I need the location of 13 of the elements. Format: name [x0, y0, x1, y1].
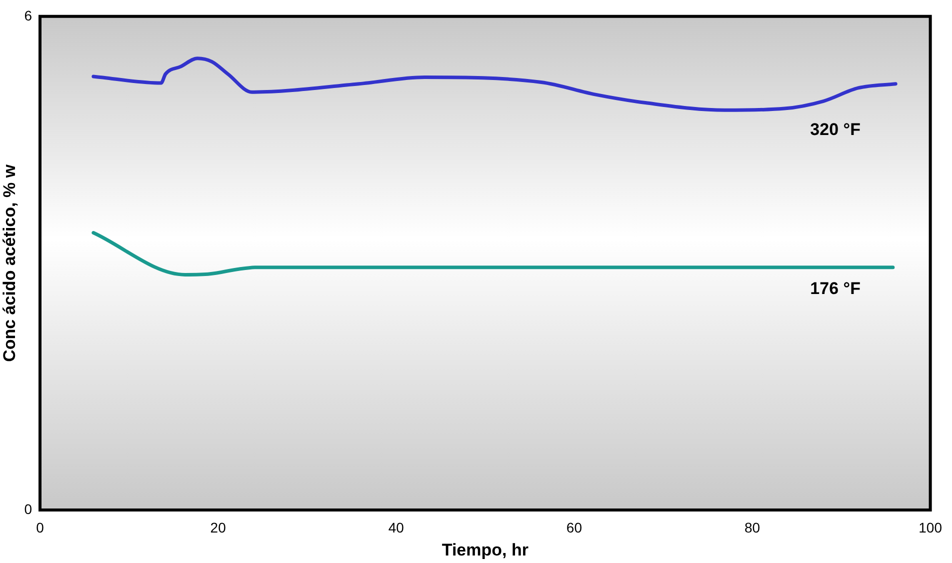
line-series — [92, 56, 898, 112]
series-label: 176 °F — [810, 279, 860, 298]
x-tick-label: 80 — [744, 519, 760, 536]
x-tick-label: 40 — [388, 519, 404, 536]
y-axis-title: Conc ácido acético, % w — [0, 164, 19, 362]
y-tick-label: 6 — [24, 7, 32, 24]
x-tick-label: 0 — [36, 519, 44, 536]
series-label: 320 °F — [810, 120, 860, 140]
x-tick-label: 100 — [918, 519, 942, 536]
x-tick-label: 60 — [566, 519, 582, 536]
x-axis-title: Tiempo, hr — [442, 540, 529, 560]
line-series — [92, 231, 895, 276]
x-tick-label: 20 — [210, 519, 226, 536]
